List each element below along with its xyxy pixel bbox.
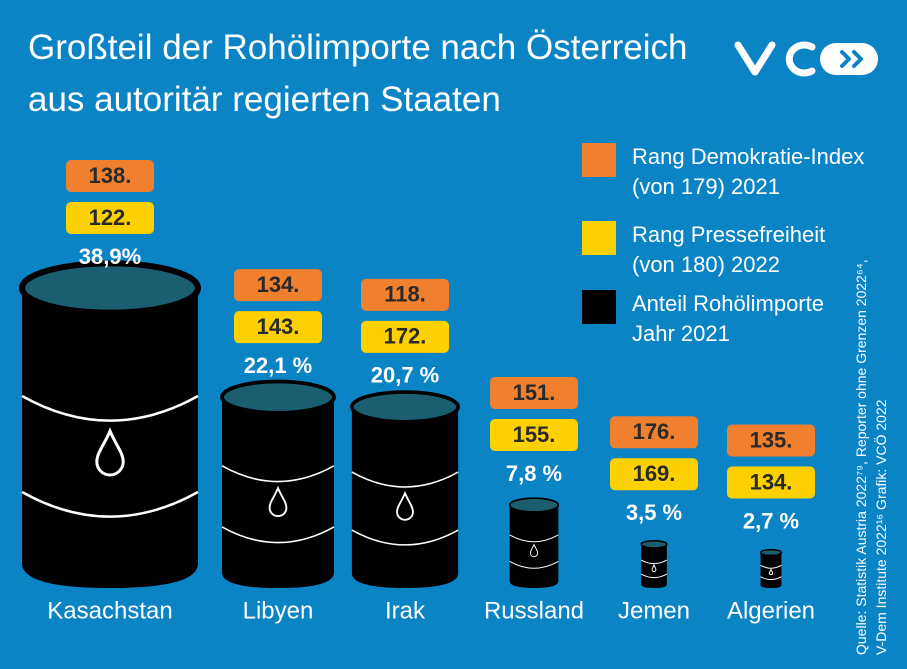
legend-label: Anteil Rohölimporte Jahr 2021 (632, 291, 824, 346)
barrel (508, 497, 560, 588)
rank-label: 151. (513, 380, 556, 405)
barrel-top (640, 539, 668, 549)
drop-icon (651, 563, 657, 572)
rank-label: 143. (257, 314, 300, 339)
barrel-band (221, 526, 335, 544)
barrel-top (508, 497, 560, 513)
drop-icon (768, 568, 774, 576)
barrel-band (509, 534, 559, 543)
barrel-band (640, 573, 668, 579)
source-note: Quelle: Statistik Austria 2022⁷⁹, Report… (853, 259, 889, 655)
category-label: Irak (385, 597, 426, 624)
rank-label: 134. (750, 469, 793, 494)
rank-label: 122. (89, 205, 132, 230)
logo (734, 41, 878, 77)
rank-box (727, 424, 815, 457)
rank-box (490, 419, 578, 452)
rank-box (610, 416, 698, 449)
drop-icon (529, 543, 539, 558)
barrel-top (19, 260, 201, 316)
barrel (640, 539, 668, 588)
barrel-band (509, 561, 559, 569)
rank-label: 172. (384, 324, 427, 349)
barrel-band (21, 490, 199, 518)
legend-label: Rang Pressefreiheit (von 180) 2022 (632, 222, 825, 277)
share-label: 22,1 % (244, 353, 313, 378)
legend-label: Rang Demokratie-Index (von 179) 2021 (632, 144, 864, 199)
barrel-band (21, 394, 199, 422)
barrel-top (350, 390, 460, 424)
legend-swatch (582, 290, 616, 324)
rank-box (234, 311, 322, 344)
category-label: Russland (484, 597, 584, 624)
rank-label: 138. (89, 163, 132, 188)
rank-label: 155. (513, 422, 556, 447)
legend-swatch (582, 221, 616, 255)
barrel-band (351, 471, 459, 488)
drop-icon (95, 427, 125, 477)
category-label: Algerien (727, 597, 815, 624)
category-label: Jemen (618, 597, 690, 624)
share-label: 38,9% (79, 244, 141, 269)
rank-label: 118. (384, 282, 426, 307)
rank-box (361, 320, 449, 353)
rank-box (727, 466, 815, 499)
barrel (220, 379, 336, 588)
barrel-band (221, 465, 335, 483)
rank-label: 134. (257, 272, 300, 297)
barrel-band (640, 559, 668, 565)
drop-icon (268, 485, 288, 517)
category-label: Kasachstan (47, 597, 172, 624)
barrel (19, 260, 201, 588)
barrel-top (759, 548, 783, 557)
barrel-band (760, 576, 782, 581)
rank-box (66, 160, 154, 192)
legend-swatch (582, 143, 616, 177)
chart-title: Großteil der Rohölimporte nach Österreic… (28, 28, 687, 119)
drop-icon (396, 490, 414, 521)
category-label: Libyen (243, 597, 314, 624)
barrel (759, 548, 783, 588)
rank-box (66, 202, 154, 234)
barrel-top (220, 379, 336, 415)
rank-box (490, 377, 578, 410)
rank-box (234, 269, 322, 302)
share-label: 2,7 % (743, 508, 799, 533)
share-label: 3,5 % (626, 500, 682, 525)
barrel-band (351, 529, 459, 546)
rank-label: 176. (633, 419, 676, 444)
rank-label: 135. (750, 427, 793, 452)
rank-box (610, 458, 698, 491)
rank-label: 169. (633, 461, 676, 486)
share-label: 7,8 % (506, 461, 562, 486)
share-label: 20,7 % (371, 363, 440, 388)
rank-box (361, 278, 449, 311)
barrel (350, 390, 460, 588)
